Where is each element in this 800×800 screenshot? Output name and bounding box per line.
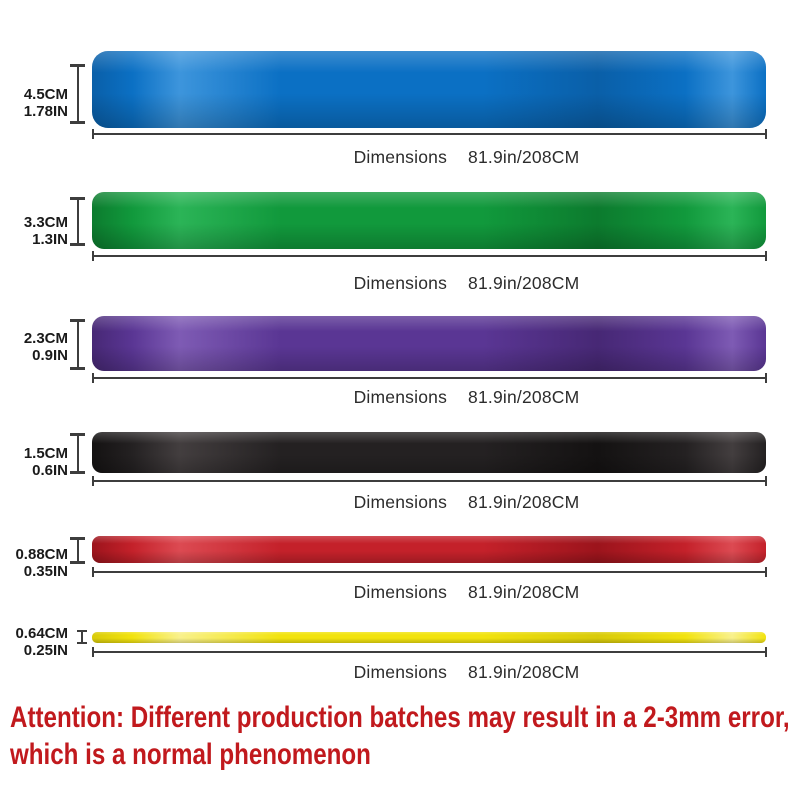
dimensions-value: 81.9in/208CM — [468, 147, 580, 167]
size-label-black: 1.5CM 0.6IN — [0, 445, 68, 479]
dimensions-value: 81.9in/208CM — [468, 662, 580, 682]
size-label-yellow: 0.64CM 0.25IN — [0, 625, 68, 659]
width-cm-label: 3.3CM — [23, 214, 68, 231]
length-dimension-text: Dimensions 81.9in/208CM — [129, 273, 800, 293]
width-cm-label: 0.88CM — [15, 546, 68, 563]
length-dimension-text: Dimensions 81.9in/208CM — [129, 492, 800, 512]
dimensions-label: Dimensions — [353, 273, 448, 293]
resistance-band-black — [92, 432, 766, 473]
width-bracket — [77, 630, 87, 644]
attention-line-2: which is a normal phenomenon — [10, 738, 371, 771]
length-dimension-text: Dimensions 81.9in/208CM — [129, 582, 800, 602]
attention-line-1: Attention: Different production batches … — [10, 701, 790, 734]
length-dimension-line — [92, 647, 767, 657]
length-dimension-line — [92, 373, 767, 383]
resistance-band-green — [92, 192, 766, 249]
size-label-green: 3.3CM 1.3IN — [0, 214, 68, 248]
dimensions-value: 81.9in/208CM — [468, 273, 580, 293]
width-cm-label: 1.5CM — [23, 445, 68, 462]
dimensions-value: 81.9in/208CM — [468, 492, 580, 512]
dimensions-label: Dimensions — [353, 582, 448, 602]
width-bracket — [70, 433, 85, 474]
resistance-band-blue — [92, 51, 766, 128]
width-in-label: 0.25IN — [23, 642, 68, 659]
width-cm-label: 2.3CM — [23, 330, 68, 347]
dimensions-label: Dimensions — [353, 387, 448, 407]
width-bracket — [70, 197, 85, 246]
resistance-band-yellow — [92, 632, 766, 643]
length-dimension-text: Dimensions 81.9in/208CM — [129, 387, 800, 407]
width-bracket — [70, 537, 85, 564]
length-dimension-line — [92, 251, 767, 261]
dimensions-label: Dimensions — [353, 492, 448, 512]
length-dimension-line — [92, 567, 767, 577]
size-label-red: 0.88CM 0.35IN — [0, 546, 68, 580]
size-label-blue: 4.5CM 1.78IN — [0, 86, 68, 120]
size-label-purple: 2.3CM 0.9IN — [0, 330, 68, 364]
resistance-band-red — [92, 536, 766, 563]
dimensions-value: 81.9in/208CM — [468, 582, 580, 602]
length-dimension-line — [92, 476, 767, 486]
width-bracket — [70, 319, 85, 370]
width-in-label: 1.78IN — [23, 103, 68, 120]
width-in-label: 1.3IN — [32, 231, 68, 248]
dimensions-value: 81.9in/208CM — [468, 387, 580, 407]
length-dimension-text: Dimensions 81.9in/208CM — [129, 662, 800, 682]
dimensions-label: Dimensions — [353, 662, 448, 682]
width-cm-label: 4.5CM — [23, 86, 68, 103]
width-in-label: 0.35IN — [23, 563, 68, 580]
width-bracket — [70, 64, 85, 124]
width-cm-label: 0.64CM — [15, 625, 68, 642]
width-in-label: 0.6IN — [32, 462, 68, 479]
length-dimension-line — [92, 129, 767, 139]
dimensions-label: Dimensions — [353, 147, 448, 167]
length-dimension-text: Dimensions 81.9in/208CM — [129, 147, 800, 167]
resistance-band-purple — [92, 316, 766, 371]
width-in-label: 0.9IN — [32, 347, 68, 364]
attention-note: Attention: Different production batches … — [10, 699, 790, 773]
